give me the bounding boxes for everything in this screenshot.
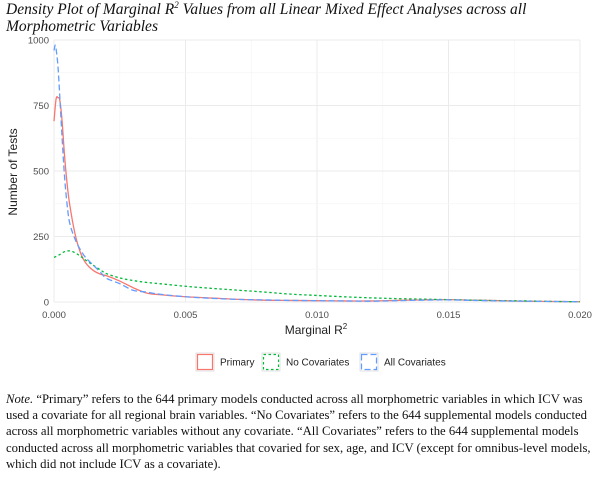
x-tick-label: 0.015: [437, 310, 461, 321]
legend: Primary No Covariates All Covariates: [195, 352, 446, 372]
y-tick-label: 1000: [28, 36, 49, 47]
y-tick-labels: 0 250 500 750 1000: [28, 36, 49, 309]
legend-key: [195, 352, 215, 372]
legend-key: [359, 352, 379, 372]
y-axis-title: Number of Tests: [6, 128, 20, 215]
legend-key-outline: [360, 353, 378, 371]
legend-key-outline: [196, 353, 214, 371]
grid-lines: [53, 39, 581, 303]
x-tick-label: 0.020: [568, 310, 592, 321]
legend-label: Primary: [220, 358, 254, 369]
x-tick-label: 0.000: [42, 310, 66, 321]
x-tick-labels: 0.000 0.005 0.010 0.015 0.020: [42, 310, 592, 321]
legend-label: All Covariates: [384, 358, 446, 369]
y-tick-label: 0: [44, 298, 49, 309]
x-tick-label: 0.005: [174, 310, 198, 321]
y-tick-label: 250: [33, 232, 49, 243]
legend-label: No Covariates: [286, 358, 349, 369]
density-chart: 0 250 500 750 1000 0.000 0.005 0.010 0.015 0.020…: [6, 36, 592, 372]
series-line: [53, 44, 581, 303]
x-axis-title: Marginal R2: [285, 322, 348, 337]
figure-note: Note. “Primary” refers to the 644 primar…: [6, 392, 591, 471]
legend-key: [261, 352, 281, 372]
legend-key-outline: [262, 353, 280, 371]
y-tick-label: 750: [33, 101, 49, 112]
figure-title: Density Plot of Marginal R2 Values from …: [6, 0, 527, 36]
x-tick-label: 0.010: [305, 310, 329, 321]
y-tick-label: 500: [33, 167, 49, 178]
series-lines: [53, 44, 581, 303]
